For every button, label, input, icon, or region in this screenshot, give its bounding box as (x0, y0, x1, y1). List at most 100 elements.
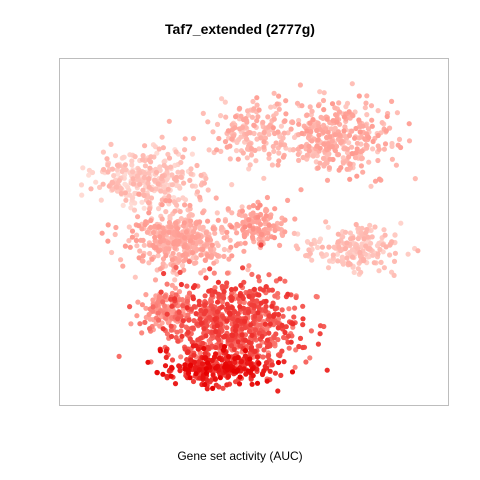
cell-point (256, 292, 261, 297)
cell-point (251, 210, 256, 215)
cell-point (148, 159, 153, 164)
cell-point (304, 112, 309, 117)
cell-point (156, 181, 161, 186)
cell-point (163, 363, 168, 368)
cell-point (375, 158, 380, 163)
cell-point (164, 349, 169, 354)
cell-point (223, 100, 228, 105)
cell-point (163, 209, 168, 214)
cell-point (242, 366, 247, 371)
cell-point (270, 288, 275, 293)
cell-point (228, 238, 233, 243)
cell-point (198, 270, 203, 275)
cell-point (319, 251, 324, 256)
cell-point (257, 343, 262, 348)
cell-point (224, 318, 229, 323)
cell-point (358, 270, 363, 275)
cell-point (136, 192, 141, 197)
cell-point (318, 323, 323, 328)
cell-point (169, 304, 174, 309)
cell-point (154, 370, 159, 375)
cell-point (201, 346, 206, 351)
cell-point (377, 147, 382, 152)
cell-point (203, 275, 208, 280)
cell-point (258, 242, 263, 247)
cell-point (111, 173, 116, 178)
cell-point (308, 251, 313, 256)
cell-point (160, 216, 165, 221)
cell-point (167, 119, 172, 124)
cell-point (214, 195, 219, 200)
cell-point (326, 130, 331, 135)
cell-point (343, 134, 348, 139)
cell-point (157, 224, 162, 229)
cell-point (276, 151, 281, 156)
cell-point (256, 226, 261, 231)
cell-point (247, 130, 252, 135)
cell-point (189, 307, 194, 312)
cell-point (147, 326, 152, 331)
cell-point (274, 140, 279, 145)
cell-point (233, 328, 238, 333)
cell-point (180, 155, 185, 160)
cell-point (229, 298, 234, 303)
cell-point (248, 322, 253, 327)
cell-point (147, 251, 152, 256)
cell-point (79, 193, 84, 198)
cell-point (275, 129, 280, 134)
cell-point (335, 258, 340, 263)
cell-point (246, 294, 251, 299)
cell-point (273, 371, 278, 376)
cell-point (113, 153, 118, 158)
cell-point (336, 100, 341, 105)
cell-point (326, 265, 331, 270)
cell-point (131, 181, 136, 186)
cell-point (186, 318, 191, 323)
cell-point (200, 210, 205, 215)
cell-point (190, 152, 195, 157)
cell-point (180, 303, 185, 308)
cell-point (142, 320, 147, 325)
cell-point (272, 341, 277, 346)
cell-point (181, 318, 186, 323)
cell-point (130, 235, 135, 240)
cell-point (197, 367, 202, 372)
cell-point (158, 188, 163, 193)
cell-point (266, 331, 271, 336)
cell-point (310, 117, 315, 122)
cell-point (326, 225, 331, 230)
cell-point (215, 300, 220, 305)
cell-point (397, 137, 402, 142)
cell-point (174, 149, 179, 154)
cell-point (263, 322, 268, 327)
cell-point (267, 152, 272, 157)
cell-point (292, 216, 297, 221)
cell-point (282, 118, 287, 123)
cell-point (279, 221, 284, 226)
cell-point (298, 82, 303, 87)
cell-point (133, 154, 138, 159)
cell-point (341, 128, 346, 133)
cell-point (383, 141, 388, 146)
cell-point (202, 181, 207, 186)
cell-point (123, 190, 128, 195)
cell-point (121, 203, 126, 208)
cell-point (253, 349, 258, 354)
cell-point (243, 241, 248, 246)
cell-point (333, 148, 338, 153)
cell-point (158, 266, 163, 271)
cell-point (188, 238, 193, 243)
cell-point (146, 210, 151, 215)
cell-point (287, 346, 292, 351)
cell-point (415, 248, 420, 253)
cell-point (164, 355, 169, 360)
cell-point (228, 245, 233, 250)
cell-point (169, 324, 174, 329)
cell-point (161, 326, 166, 331)
cell-point (296, 152, 301, 157)
cell-point (321, 142, 326, 147)
cell-point (251, 203, 256, 208)
cell-point (357, 250, 362, 255)
cell-point (296, 122, 301, 127)
cell-point (204, 366, 209, 371)
